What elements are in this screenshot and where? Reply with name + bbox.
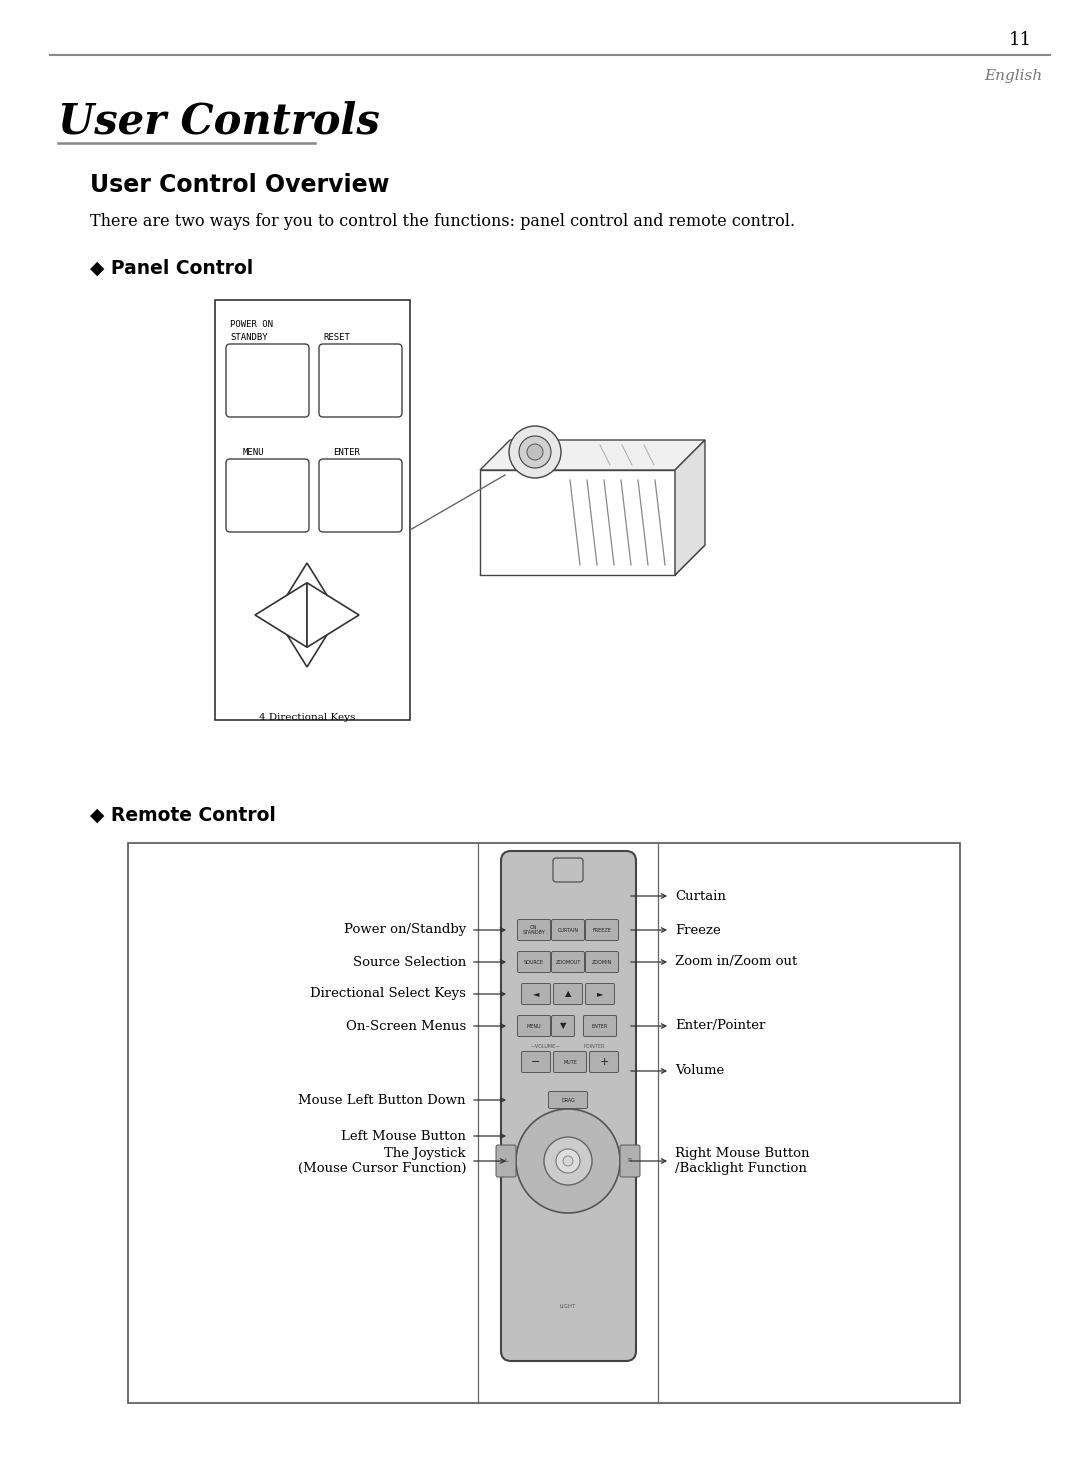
Text: STANDBY: STANDBY xyxy=(230,334,268,342)
Text: FREEZE: FREEZE xyxy=(593,927,611,933)
FancyBboxPatch shape xyxy=(517,952,551,973)
FancyBboxPatch shape xyxy=(585,983,615,1005)
Text: Volume: Volume xyxy=(675,1064,725,1077)
Text: MENU: MENU xyxy=(527,1023,541,1029)
Text: L: L xyxy=(504,1159,508,1163)
FancyBboxPatch shape xyxy=(319,344,402,418)
FancyBboxPatch shape xyxy=(552,920,584,940)
Polygon shape xyxy=(480,469,675,576)
Text: ENTER: ENTER xyxy=(333,449,360,458)
Text: Zoom in/Zoom out: Zoom in/Zoom out xyxy=(675,955,797,968)
FancyBboxPatch shape xyxy=(549,1091,588,1108)
Circle shape xyxy=(519,435,551,468)
FancyBboxPatch shape xyxy=(226,459,309,531)
FancyBboxPatch shape xyxy=(590,1051,619,1073)
Polygon shape xyxy=(307,583,359,648)
Text: R: R xyxy=(627,1159,632,1163)
Text: Mouse Left Button Down: Mouse Left Button Down xyxy=(298,1094,465,1107)
Text: SOURCE: SOURCE xyxy=(524,959,544,964)
Text: RESET: RESET xyxy=(323,334,350,342)
Text: User Control Overview: User Control Overview xyxy=(90,173,390,196)
Text: Power on/Standby: Power on/Standby xyxy=(343,924,465,936)
Bar xyxy=(215,300,410,720)
Text: ON
STANDBY: ON STANDBY xyxy=(523,925,545,936)
Text: MENU: MENU xyxy=(243,449,265,458)
Text: Source Selection: Source Selection xyxy=(353,955,465,968)
Circle shape xyxy=(556,1148,580,1173)
Text: POINTER: POINTER xyxy=(583,1045,605,1049)
Text: Right Mouse Button
/Backlight Function: Right Mouse Button /Backlight Function xyxy=(675,1147,810,1175)
Text: ZOOMOUT: ZOOMOUT xyxy=(555,959,581,964)
Text: Curtain: Curtain xyxy=(675,890,726,902)
Text: Left Mouse Button: Left Mouse Button xyxy=(341,1129,465,1142)
Text: ◄: ◄ xyxy=(532,989,539,998)
FancyBboxPatch shape xyxy=(554,1051,586,1073)
Polygon shape xyxy=(675,440,705,576)
Polygon shape xyxy=(480,545,705,576)
Circle shape xyxy=(527,444,543,461)
Text: −: − xyxy=(531,1057,541,1067)
Text: ZOOMIN: ZOOMIN xyxy=(592,959,612,964)
Polygon shape xyxy=(255,583,307,648)
FancyBboxPatch shape xyxy=(554,983,582,1005)
FancyBboxPatch shape xyxy=(517,1015,551,1036)
Text: LIGHT: LIGHT xyxy=(559,1303,576,1309)
Text: Enter/Pointer: Enter/Pointer xyxy=(675,1020,766,1033)
Text: Freeze: Freeze xyxy=(675,924,720,936)
Circle shape xyxy=(516,1108,620,1213)
Text: ENTER: ENTER xyxy=(592,1023,608,1029)
FancyBboxPatch shape xyxy=(517,920,551,940)
FancyBboxPatch shape xyxy=(552,1015,575,1036)
FancyBboxPatch shape xyxy=(552,952,584,973)
Text: ◆ Panel Control: ◆ Panel Control xyxy=(90,258,253,277)
Text: POWER ON: POWER ON xyxy=(230,320,273,329)
Text: MUTE: MUTE xyxy=(563,1060,577,1064)
FancyBboxPatch shape xyxy=(496,1145,516,1176)
Text: Directional Select Keys: Directional Select Keys xyxy=(310,987,465,1001)
FancyBboxPatch shape xyxy=(620,1145,640,1176)
Text: ▼: ▼ xyxy=(559,1021,566,1030)
Text: ▲: ▲ xyxy=(565,989,571,998)
Text: 4 Directional Keys: 4 Directional Keys xyxy=(259,713,355,722)
Text: The Joystick
(Mouse Cursor Function): The Joystick (Mouse Cursor Function) xyxy=(297,1147,465,1175)
Text: ►: ► xyxy=(597,989,604,998)
Text: User Controls: User Controls xyxy=(58,100,380,143)
Text: +: + xyxy=(599,1057,609,1067)
FancyBboxPatch shape xyxy=(522,1051,551,1073)
Text: On-Screen Menus: On-Screen Menus xyxy=(346,1020,465,1033)
FancyBboxPatch shape xyxy=(319,459,402,531)
Polygon shape xyxy=(274,562,339,615)
Polygon shape xyxy=(480,440,705,469)
FancyBboxPatch shape xyxy=(501,852,636,1361)
Circle shape xyxy=(509,427,561,478)
FancyBboxPatch shape xyxy=(522,983,551,1005)
FancyBboxPatch shape xyxy=(583,1015,617,1036)
Polygon shape xyxy=(274,615,339,667)
Bar xyxy=(129,843,960,1404)
Circle shape xyxy=(544,1137,592,1185)
Text: CURTAIN: CURTAIN xyxy=(557,927,579,933)
Text: —VOLUME—: —VOLUME— xyxy=(531,1045,562,1049)
Text: DRAG: DRAG xyxy=(562,1098,575,1103)
Circle shape xyxy=(563,1156,573,1166)
Text: English: English xyxy=(984,69,1042,83)
Text: ◆ Remote Control: ◆ Remote Control xyxy=(90,806,275,825)
FancyBboxPatch shape xyxy=(585,920,619,940)
FancyBboxPatch shape xyxy=(226,344,309,418)
FancyBboxPatch shape xyxy=(585,952,619,973)
FancyBboxPatch shape xyxy=(553,858,583,883)
Text: 11: 11 xyxy=(1009,31,1031,49)
Text: There are two ways for you to control the functions: panel control and remote co: There are two ways for you to control th… xyxy=(90,214,795,230)
